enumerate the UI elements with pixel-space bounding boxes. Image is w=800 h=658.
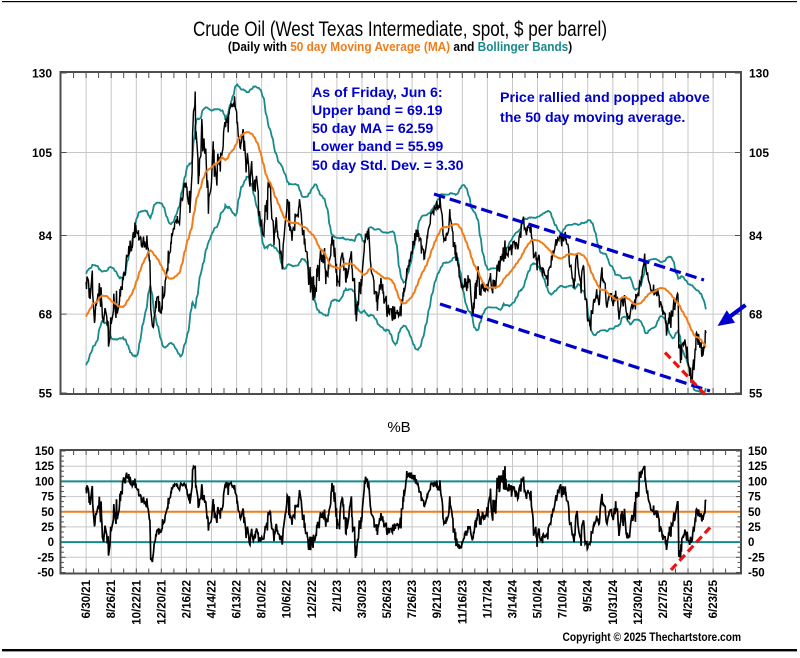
svg-text:As of Friday, Jun 6:: As of Friday, Jun 6:	[312, 85, 443, 101]
svg-text:84: 84	[39, 229, 53, 243]
svg-text:Crude Oil (West Texas Intermed: Crude Oil (West Texas Intermediate, spot…	[193, 18, 607, 41]
svg-text:7/26/23: 7/26/23	[407, 580, 419, 618]
svg-text:50: 50	[41, 507, 54, 519]
svg-text:12/2/22: 12/2/22	[307, 580, 319, 618]
svg-text:25: 25	[41, 522, 54, 534]
svg-text:12/30/24: 12/30/24	[633, 579, 645, 624]
svg-text:10/31/24: 10/31/24	[608, 579, 620, 624]
svg-text:8/10/22: 8/10/22	[257, 580, 269, 618]
svg-text:105: 105	[749, 146, 769, 160]
svg-text:150: 150	[748, 446, 767, 458]
svg-text:11/16/23: 11/16/23	[457, 580, 469, 624]
svg-text:68: 68	[749, 308, 763, 322]
svg-text:55: 55	[39, 387, 53, 401]
svg-text:the 50 day moving average.: the 50 day moving average.	[500, 110, 685, 126]
svg-text:5/10/24: 5/10/24	[533, 579, 545, 618]
svg-text:150: 150	[35, 446, 54, 458]
svg-text:0: 0	[48, 537, 54, 549]
svg-text:9/5/24: 9/5/24	[583, 579, 595, 612]
svg-text:Lower band = 55.99: Lower band = 55.99	[312, 139, 443, 155]
svg-text:3/30/23: 3/30/23	[357, 580, 369, 618]
svg-text:7/10/24: 7/10/24	[558, 579, 570, 618]
svg-text:-50: -50	[748, 568, 765, 580]
svg-text:10/6/22: 10/6/22	[282, 580, 294, 618]
svg-text:5/26/23: 5/26/23	[382, 580, 394, 618]
svg-text:75: 75	[41, 492, 54, 504]
svg-text:84: 84	[749, 229, 763, 243]
svg-text:105: 105	[32, 146, 52, 160]
svg-text:Copyright © 2025 Thechartstore: Copyright © 2025 Thechartstore.com	[563, 631, 742, 644]
svg-text:50 day Std. Dev. = 3.30: 50 day Std. Dev. = 3.30	[312, 158, 464, 174]
svg-text:130: 130	[32, 67, 52, 81]
svg-text:50 day MA = 62.59: 50 day MA = 62.59	[312, 121, 433, 137]
svg-text:%B: %B	[387, 419, 410, 436]
svg-text:25: 25	[748, 522, 761, 534]
svg-text:8/26/21: 8/26/21	[106, 579, 118, 618]
svg-text:-25: -25	[37, 552, 54, 564]
svg-text:10/22/21: 10/22/21	[131, 579, 143, 624]
svg-text:4/14/22: 4/14/22	[207, 580, 219, 618]
svg-text:(Daily with 50 day Moving Aver: (Daily with 50 day Moving Average (MA) a…	[228, 39, 572, 54]
svg-text:9/21/23: 9/21/23	[432, 580, 444, 618]
svg-text:1/17/24: 1/17/24	[482, 579, 494, 618]
svg-text:2/1/23: 2/1/23	[332, 580, 344, 612]
svg-text:75: 75	[748, 492, 761, 504]
svg-text:-50: -50	[37, 568, 54, 580]
svg-text:-25: -25	[748, 552, 765, 564]
svg-text:2/16/22: 2/16/22	[181, 580, 193, 618]
svg-text:Price rallied and popped above: Price rallied and popped above	[500, 90, 710, 106]
svg-text:4/25/25: 4/25/25	[683, 579, 695, 618]
svg-text:100: 100	[35, 476, 54, 488]
svg-text:125: 125	[748, 461, 768, 473]
svg-text:125: 125	[35, 461, 55, 473]
svg-text:12/20/21: 12/20/21	[156, 579, 168, 624]
svg-text:0: 0	[748, 537, 754, 549]
svg-text:3/14/24: 3/14/24	[508, 579, 520, 618]
svg-text:Upper band = 69.19: Upper band = 69.19	[312, 103, 443, 119]
svg-text:55: 55	[749, 387, 763, 401]
svg-text:6/23/25: 6/23/25	[708, 579, 720, 618]
svg-text:50: 50	[748, 507, 761, 519]
svg-text:6/30/21: 6/30/21	[81, 579, 93, 618]
svg-text:130: 130	[749, 67, 769, 81]
svg-text:2/27/25: 2/27/25	[658, 579, 670, 618]
svg-text:68: 68	[39, 308, 53, 322]
svg-text:6/13/22: 6/13/22	[232, 580, 244, 618]
svg-text:100: 100	[748, 476, 767, 488]
